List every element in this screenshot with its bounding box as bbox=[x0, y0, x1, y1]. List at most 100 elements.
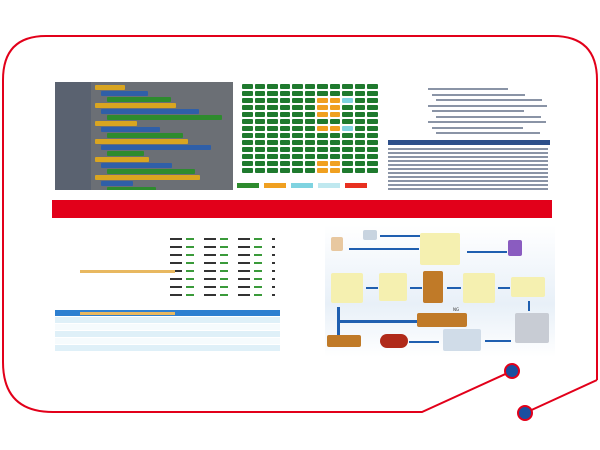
grid-cell bbox=[242, 168, 253, 173]
grid-cell bbox=[242, 140, 253, 145]
code-block bbox=[107, 151, 144, 156]
code-block bbox=[95, 85, 125, 90]
code-line bbox=[388, 152, 548, 154]
grid-cell bbox=[354, 147, 366, 152]
grid-cell bbox=[317, 154, 328, 159]
grid-cell bbox=[267, 133, 278, 138]
grid-cell bbox=[304, 147, 316, 152]
code-line bbox=[436, 132, 540, 134]
grid-cell bbox=[267, 140, 278, 145]
grid-cell bbox=[317, 126, 328, 131]
grid-cell bbox=[329, 168, 341, 173]
grid-cell bbox=[304, 91, 316, 96]
grid-cell bbox=[342, 168, 353, 173]
grid-cell bbox=[317, 168, 328, 173]
code-block bbox=[107, 169, 195, 174]
grid-cell bbox=[267, 112, 278, 117]
grid-cell bbox=[342, 112, 353, 117]
grid-cell bbox=[267, 154, 278, 159]
code-block bbox=[107, 97, 171, 102]
grid-cell bbox=[342, 154, 353, 159]
code-line bbox=[432, 126, 523, 129]
grid-cell bbox=[342, 119, 353, 124]
grid-cell bbox=[367, 168, 378, 173]
table-row bbox=[55, 345, 280, 351]
grid-cell bbox=[317, 105, 328, 110]
grid-cell bbox=[254, 119, 266, 124]
code-block bbox=[101, 181, 133, 186]
workstation-icon bbox=[420, 233, 460, 265]
grid-cell bbox=[254, 168, 266, 173]
code-line bbox=[436, 99, 542, 101]
grid-cell bbox=[279, 119, 291, 124]
code-line bbox=[388, 184, 548, 186]
table-row bbox=[170, 262, 275, 264]
grid-cell bbox=[254, 161, 266, 166]
grid-cell bbox=[342, 133, 353, 138]
code-block bbox=[101, 109, 199, 114]
grid-cell bbox=[242, 119, 253, 124]
reject-area-box bbox=[327, 335, 361, 347]
grid-cell bbox=[279, 147, 291, 152]
grid-cell bbox=[242, 147, 253, 152]
grid-cell bbox=[329, 133, 341, 138]
grid-cell bbox=[292, 91, 303, 96]
grid-cell bbox=[279, 112, 291, 117]
grid-cell bbox=[279, 84, 291, 89]
grid-cell bbox=[354, 126, 366, 131]
grid-cell bbox=[279, 154, 291, 159]
grid-cell bbox=[342, 105, 353, 110]
grid-cell bbox=[354, 168, 366, 173]
truck-icon bbox=[331, 273, 363, 303]
code-line bbox=[388, 148, 548, 150]
code-line bbox=[432, 110, 524, 112]
grid-cell bbox=[267, 119, 278, 124]
grid-cell bbox=[342, 140, 353, 145]
grid-cell bbox=[317, 112, 328, 117]
grid-cell bbox=[317, 161, 328, 166]
grid-cell bbox=[317, 147, 328, 152]
grid-cell bbox=[279, 105, 291, 110]
grid-cell bbox=[329, 140, 341, 145]
grid-cell bbox=[292, 119, 303, 124]
grid-cell bbox=[267, 91, 278, 96]
grid-cell bbox=[292, 154, 303, 159]
code-block bbox=[101, 127, 160, 132]
grid-cell bbox=[354, 133, 366, 138]
grid-cell bbox=[329, 154, 341, 159]
code-block bbox=[107, 187, 156, 190]
grid-cell bbox=[254, 133, 266, 138]
grid-cell bbox=[367, 84, 378, 89]
code-block bbox=[101, 91, 148, 96]
supplier-icon bbox=[331, 237, 343, 251]
grid-cell bbox=[354, 84, 366, 89]
code-line bbox=[428, 104, 547, 107]
table-row bbox=[170, 278, 275, 280]
code-block bbox=[101, 145, 211, 150]
grid-cell bbox=[342, 126, 353, 131]
grid-cell bbox=[354, 161, 366, 166]
grid-cell bbox=[254, 105, 266, 110]
grid-cell bbox=[367, 91, 378, 96]
grid-cell bbox=[342, 147, 353, 152]
grid-cell bbox=[329, 126, 341, 131]
grid-cell bbox=[354, 98, 366, 103]
grid-cell bbox=[354, 112, 366, 117]
table-row bbox=[170, 270, 275, 272]
code-line bbox=[432, 93, 525, 96]
code-line bbox=[388, 188, 548, 190]
grid-cell bbox=[317, 84, 328, 89]
grid-cell bbox=[329, 105, 341, 110]
staging-box bbox=[423, 271, 443, 303]
status-grid-screenshot bbox=[240, 82, 380, 190]
grid-cell bbox=[254, 140, 266, 145]
grid-cell bbox=[267, 168, 278, 173]
grid-cell bbox=[242, 126, 253, 131]
grid-cell bbox=[279, 140, 291, 145]
grid-cell bbox=[317, 140, 328, 145]
grid-cell bbox=[279, 168, 291, 173]
grid-cell bbox=[279, 161, 291, 166]
grid-cell bbox=[342, 98, 353, 103]
reject-staging-box bbox=[417, 313, 467, 327]
